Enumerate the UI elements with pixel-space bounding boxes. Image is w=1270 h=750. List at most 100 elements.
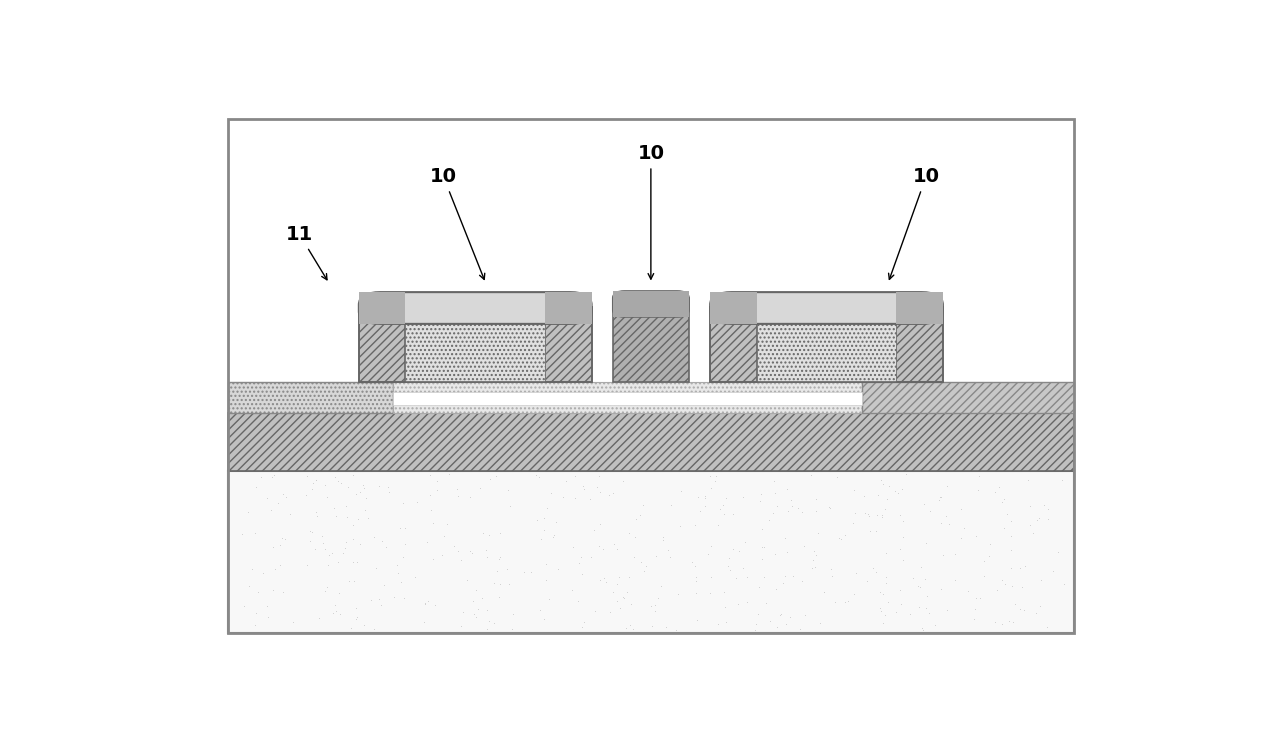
Point <box>311 530 331 542</box>
Text: 10: 10 <box>889 167 940 280</box>
Point <box>965 530 986 542</box>
Point <box>1027 514 1048 526</box>
Point <box>845 507 865 519</box>
Point <box>533 512 554 524</box>
Point <box>296 489 316 501</box>
Point <box>300 525 320 537</box>
Point <box>248 586 268 598</box>
Point <box>328 475 348 487</box>
Point <box>340 622 361 634</box>
Point <box>582 551 602 563</box>
Point <box>1034 500 1054 512</box>
Point <box>787 502 808 514</box>
Point <box>969 470 989 482</box>
Point <box>263 542 283 554</box>
Point <box>372 536 392 548</box>
Point <box>302 483 323 495</box>
Point <box>700 470 720 482</box>
Point <box>701 540 721 552</box>
Point <box>395 538 415 550</box>
Point <box>500 500 521 512</box>
Point <box>531 604 551 616</box>
Point <box>974 570 994 582</box>
Point <box>652 580 672 592</box>
Point <box>351 538 371 550</box>
Point <box>479 530 499 542</box>
Point <box>316 581 337 593</box>
Point <box>707 618 728 630</box>
Point <box>808 526 828 538</box>
Point <box>700 587 720 599</box>
Point <box>488 566 508 578</box>
Point <box>408 496 428 508</box>
Point <box>776 546 796 558</box>
Point <box>480 472 500 484</box>
Point <box>599 489 620 501</box>
Point <box>418 536 438 548</box>
Point <box>843 484 864 496</box>
Point <box>424 599 444 611</box>
Bar <box>757 307 897 382</box>
Point <box>245 527 265 539</box>
Point <box>992 496 1012 508</box>
Point <box>479 615 499 627</box>
Point <box>621 598 641 610</box>
Point <box>610 602 630 613</box>
Point <box>767 621 787 633</box>
Point <box>395 522 415 534</box>
Point <box>260 503 281 515</box>
Point <box>305 475 325 487</box>
Point <box>626 513 646 525</box>
Point <box>337 500 357 512</box>
Point <box>954 522 974 534</box>
Bar <box>613 291 688 317</box>
Point <box>257 600 277 612</box>
Point <box>636 560 657 572</box>
Point <box>735 536 756 548</box>
Point <box>384 591 404 603</box>
Point <box>607 543 627 555</box>
Point <box>870 602 890 614</box>
Point <box>420 504 441 516</box>
Point <box>872 588 893 600</box>
Point <box>776 618 796 630</box>
Point <box>394 592 414 604</box>
Point <box>343 470 363 482</box>
Point <box>253 567 273 579</box>
Point <box>457 574 478 586</box>
Point <box>325 471 345 483</box>
Point <box>791 506 812 518</box>
Point <box>335 536 356 548</box>
Point <box>451 554 471 566</box>
Point <box>594 572 615 584</box>
Point <box>937 480 958 492</box>
Point <box>890 598 911 610</box>
Point <box>305 543 325 555</box>
Point <box>602 586 622 598</box>
Point <box>964 614 984 626</box>
Point <box>617 586 638 598</box>
Point <box>780 610 800 622</box>
Point <box>806 549 827 561</box>
Point <box>978 550 998 562</box>
Point <box>845 588 865 600</box>
Point <box>246 607 267 619</box>
Bar <box>227 413 1074 471</box>
Point <box>389 567 409 579</box>
Point <box>466 584 486 596</box>
Point <box>564 541 584 553</box>
Point <box>806 494 827 506</box>
Point <box>591 518 611 530</box>
Point <box>871 509 892 520</box>
Point <box>433 530 453 542</box>
Point <box>306 474 326 486</box>
Point <box>763 507 784 519</box>
Point <box>843 517 864 529</box>
Point <box>605 538 625 550</box>
Point <box>234 601 254 613</box>
Point <box>729 544 749 556</box>
Point <box>909 601 930 613</box>
Point <box>936 604 956 616</box>
Point <box>326 605 347 617</box>
Point <box>347 610 367 622</box>
